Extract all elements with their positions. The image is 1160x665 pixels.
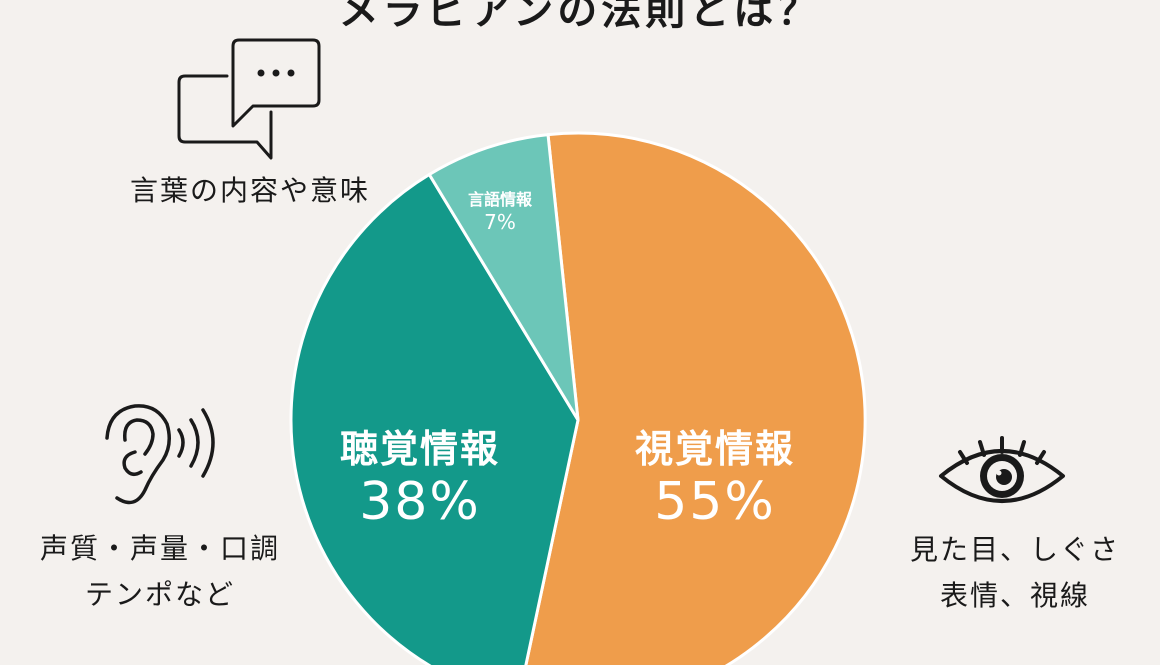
verbal-slice-label: 言語情報 7% bbox=[440, 186, 560, 234]
pie-slice-visual bbox=[524, 131, 867, 665]
auditory-slice-label: 聴覚情報 38% bbox=[270, 418, 570, 531]
visual-description-line-1: 見た目、しぐさ bbox=[909, 533, 1120, 566]
verbal-percent: 7% bbox=[484, 210, 516, 234]
pie-slice-auditory bbox=[289, 173, 580, 665]
chart-title: メラビアンの法則とは？ bbox=[338, 0, 822, 34]
visual-label: 視覚情報 bbox=[634, 427, 795, 471]
eye-icon bbox=[939, 436, 1065, 503]
auditory-description: 声質・声量・口調 テンポなど bbox=[25, 526, 295, 618]
speech-bubbles-icon bbox=[177, 38, 321, 160]
visual-description-line-2: 表情、視線 bbox=[939, 579, 1090, 612]
visual-slice-label: 視覚情報 55% bbox=[560, 418, 870, 531]
verbal-description-line-1: 言葉の内容や意味 bbox=[129, 174, 370, 207]
auditory-description-line-2: テンポなど bbox=[84, 578, 235, 611]
auditory-description-line-1: 声質・声量・口調 bbox=[39, 532, 280, 565]
auditory-percent: 38% bbox=[359, 472, 481, 532]
auditory-label: 聴覚情報 bbox=[339, 427, 500, 471]
pie-slice-verbal bbox=[427, 133, 580, 422]
verbal-label: 言語情報 bbox=[467, 190, 532, 209]
ear-icon bbox=[105, 404, 215, 505]
visual-percent: 55% bbox=[654, 472, 776, 532]
verbal-description: 言葉の内容や意味 bbox=[100, 168, 400, 214]
visual-description: 見た目、しぐさ 表情、視線 bbox=[870, 527, 1160, 619]
